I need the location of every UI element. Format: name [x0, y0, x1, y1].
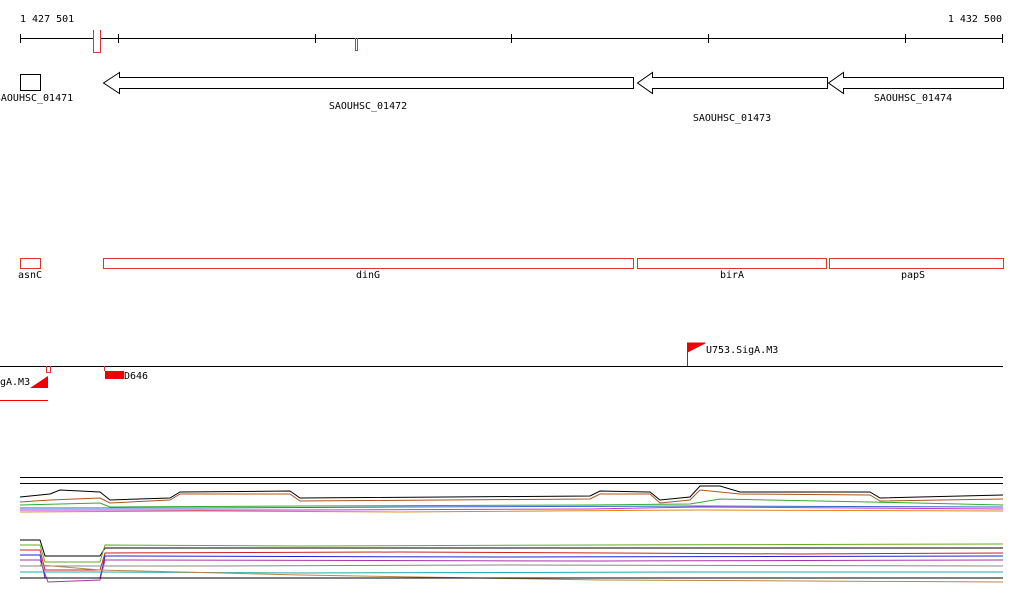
feature-flag [687, 342, 706, 366]
feature-label: U753.SigA.M3 [706, 345, 778, 356]
ruler-end: 1 432 500 [948, 14, 1002, 25]
gene-name: papS [901, 270, 925, 281]
gene-arrows [20, 71, 1004, 95]
feature-flag [30, 376, 48, 388]
gene-name-boxes [20, 258, 1004, 269]
ruler-start: 1 427 501 [20, 14, 74, 25]
gene-label: SAOUHSC_01473 [693, 113, 771, 124]
gene-label: SAOUHSC_01474 [874, 93, 952, 104]
gene-name: asnC [18, 270, 42, 281]
feature-mark [46, 366, 51, 373]
gene-label: SAOUHSC_01471 [0, 93, 73, 104]
feature-label: D646 [124, 371, 148, 382]
gene-label: SAOUHSC_01472 [329, 101, 407, 112]
gene-name: birA [720, 270, 744, 281]
feature-label: gA.M3 [0, 377, 30, 388]
gene-name: dinG [356, 270, 380, 281]
expression-profiles [19, 477, 1004, 583]
feature-box [105, 371, 124, 379]
ruler-notch [93, 30, 101, 53]
ruler [20, 34, 1003, 43]
ruler-notch [355, 38, 358, 51]
